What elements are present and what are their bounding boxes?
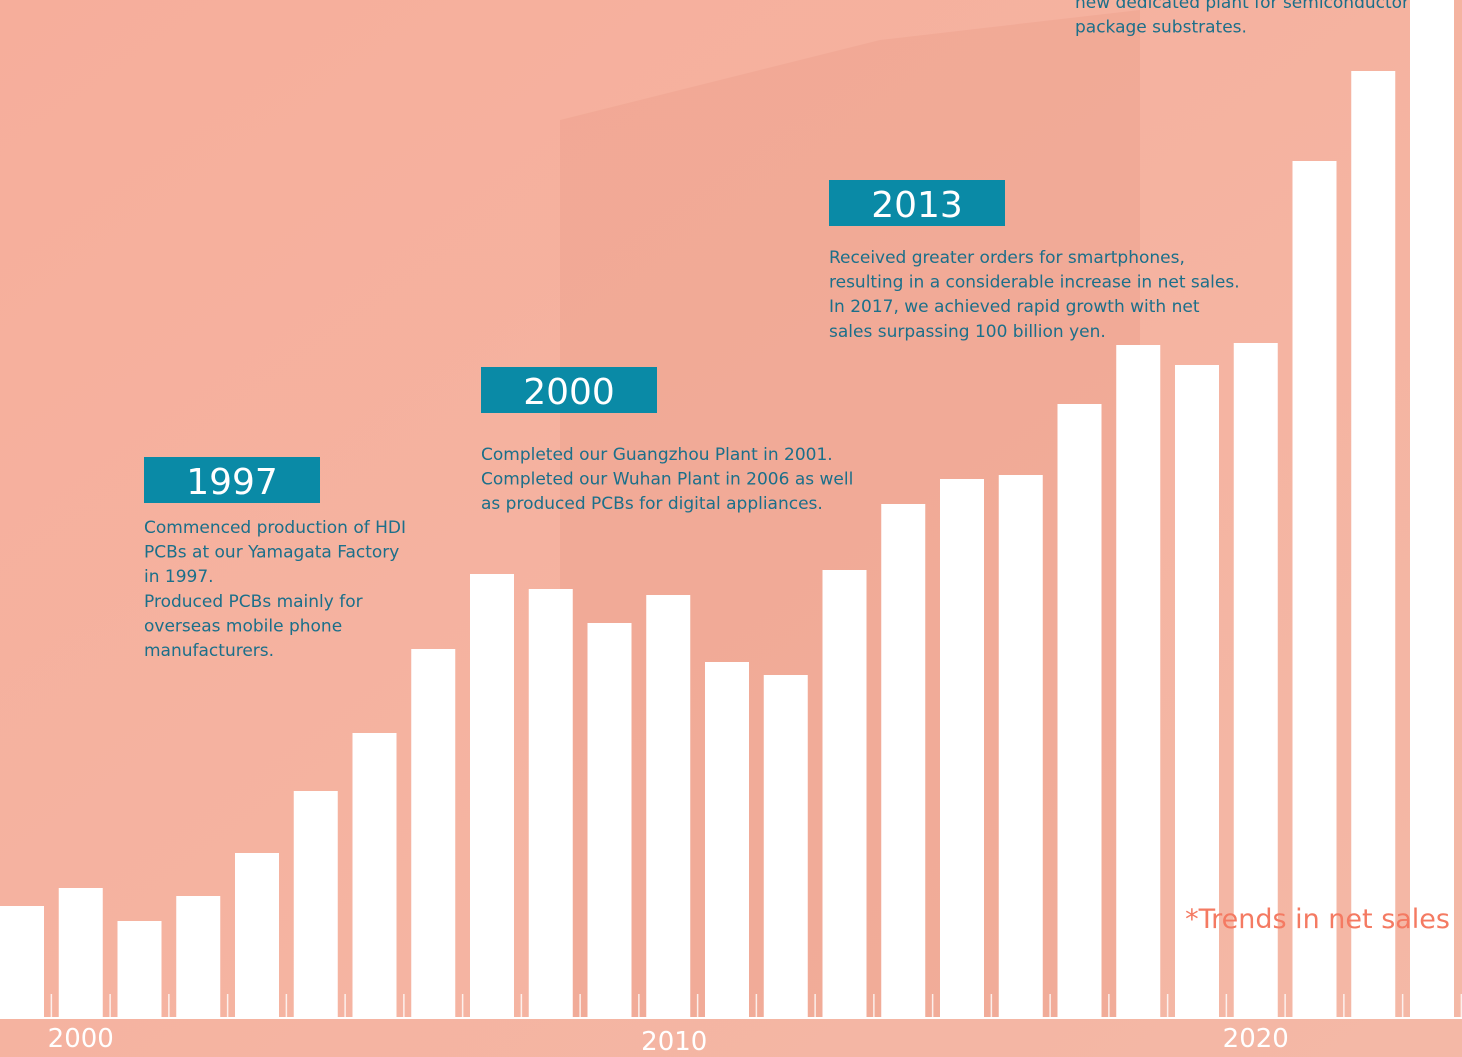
annotation-line: In 2017, we achieved rapid growth with n…	[829, 297, 1200, 317]
bar	[1057, 404, 1102, 1018]
bar	[117, 921, 162, 1018]
year-box	[829, 180, 1005, 226]
note: *Trends in net sales	[1185, 904, 1450, 935]
year-label: 1997	[186, 462, 278, 503]
annotation-line: Completed our Wuhan Plant in 2006 as wel…	[481, 470, 853, 490]
bar	[1116, 345, 1161, 1018]
annotation-line: Completed our Guangzhou Plant in 2001.	[481, 445, 833, 465]
annotation-line: new dedicated plant for semiconductor	[1075, 0, 1409, 13]
bar	[58, 888, 103, 1018]
bar	[235, 853, 279, 1018]
annotation-line: Produced PCBs mainly for	[144, 592, 363, 612]
annotation-line: in 1997.	[144, 567, 214, 587]
bar	[1175, 365, 1219, 1018]
year-label: 2000	[523, 372, 615, 413]
x-tick-label: 2000	[48, 1024, 114, 1054]
annotation-line: package substrates.	[1075, 18, 1247, 38]
annotation-line: overseas mobile phone	[144, 616, 342, 636]
annotation-line: as produced PCBs for digital appliances.	[481, 494, 823, 514]
bar	[411, 649, 456, 1018]
year-box	[144, 457, 320, 503]
bar	[1410, 0, 1454, 1018]
bar	[587, 623, 632, 1018]
bar	[0, 906, 44, 1018]
bar	[352, 733, 397, 1018]
bar	[705, 662, 749, 1018]
year-box	[481, 367, 657, 413]
bar	[881, 504, 926, 1018]
bar	[176, 896, 221, 1018]
bar	[998, 475, 1043, 1018]
x-tick-label: 2020	[1223, 1024, 1289, 1054]
annotation-line: Commenced production of HDI	[144, 518, 406, 538]
bar	[293, 791, 338, 1018]
bar	[646, 595, 691, 1018]
bar	[470, 574, 514, 1018]
bar	[528, 589, 573, 1018]
bar	[940, 479, 984, 1018]
annotation-line: Received greater orders for smartphones,	[829, 248, 1185, 268]
bar	[1233, 343, 1278, 1018]
bar	[763, 675, 808, 1018]
x-tick-label: 2010	[641, 1027, 707, 1057]
year-label: 2013	[871, 185, 963, 226]
bar	[822, 570, 867, 1018]
annotation-line: resulting in a considerable increase in …	[829, 273, 1240, 293]
annotation-line: PCBs at our Yamagata Factory	[144, 543, 399, 563]
bar	[1292, 161, 1337, 1018]
annotation-line: sales surpassing 100 billion yen.	[829, 322, 1106, 342]
bar	[1351, 71, 1396, 1018]
annotation-line: manufacturers.	[144, 641, 274, 661]
